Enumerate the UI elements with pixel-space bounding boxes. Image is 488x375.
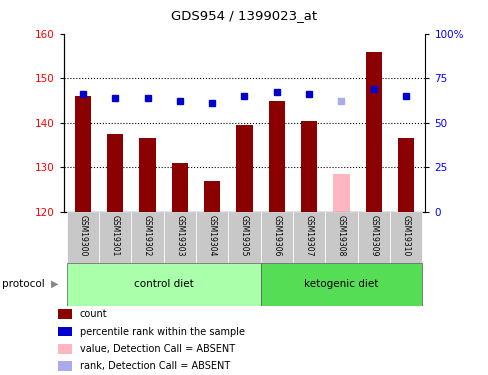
Bar	[268, 100, 285, 212]
Bar	[107, 134, 123, 212]
Text: control diet: control diet	[134, 279, 193, 289]
Text: ketogenic diet: ketogenic diet	[304, 279, 378, 289]
Text: GSM19310: GSM19310	[401, 216, 410, 257]
Text: GSM19305: GSM19305	[240, 215, 248, 257]
Bar	[325, 212, 357, 262]
Bar	[228, 212, 260, 262]
Bar	[131, 212, 163, 262]
Bar	[260, 212, 292, 262]
Text: value, Detection Call = ABSENT: value, Detection Call = ABSENT	[80, 344, 234, 354]
Bar	[58, 309, 72, 319]
Bar	[333, 174, 349, 212]
Text: count: count	[80, 309, 107, 319]
Bar	[203, 181, 220, 212]
Bar	[365, 51, 381, 212]
Text: GSM19300: GSM19300	[78, 215, 87, 257]
Text: GSM19302: GSM19302	[143, 216, 152, 257]
Bar	[236, 125, 252, 212]
Bar	[260, 262, 421, 306]
Bar	[99, 212, 131, 262]
Bar	[67, 262, 260, 306]
Bar	[357, 212, 389, 262]
Text: GSM19301: GSM19301	[111, 216, 120, 257]
Text: GSM19303: GSM19303	[175, 215, 184, 257]
Bar	[58, 327, 72, 336]
Bar	[67, 212, 99, 262]
Text: ▶: ▶	[51, 279, 59, 289]
Bar	[58, 362, 72, 371]
Bar	[389, 212, 421, 262]
Text: GSM19306: GSM19306	[272, 215, 281, 257]
Text: protocol: protocol	[2, 279, 45, 289]
Bar	[292, 212, 325, 262]
Bar	[139, 138, 155, 212]
Text: GSM19304: GSM19304	[207, 215, 216, 257]
Bar	[163, 212, 196, 262]
Bar	[196, 212, 228, 262]
Text: GSM19308: GSM19308	[336, 216, 345, 257]
Bar	[75, 96, 91, 212]
Bar	[397, 138, 413, 212]
Bar	[301, 121, 317, 212]
Text: GDS954 / 1399023_at: GDS954 / 1399023_at	[171, 9, 317, 22]
Bar	[171, 163, 187, 212]
Text: rank, Detection Call = ABSENT: rank, Detection Call = ABSENT	[80, 362, 229, 371]
Text: GSM19307: GSM19307	[304, 215, 313, 257]
Bar	[58, 344, 72, 354]
Text: GSM19309: GSM19309	[368, 215, 377, 257]
Text: percentile rank within the sample: percentile rank within the sample	[80, 327, 244, 337]
